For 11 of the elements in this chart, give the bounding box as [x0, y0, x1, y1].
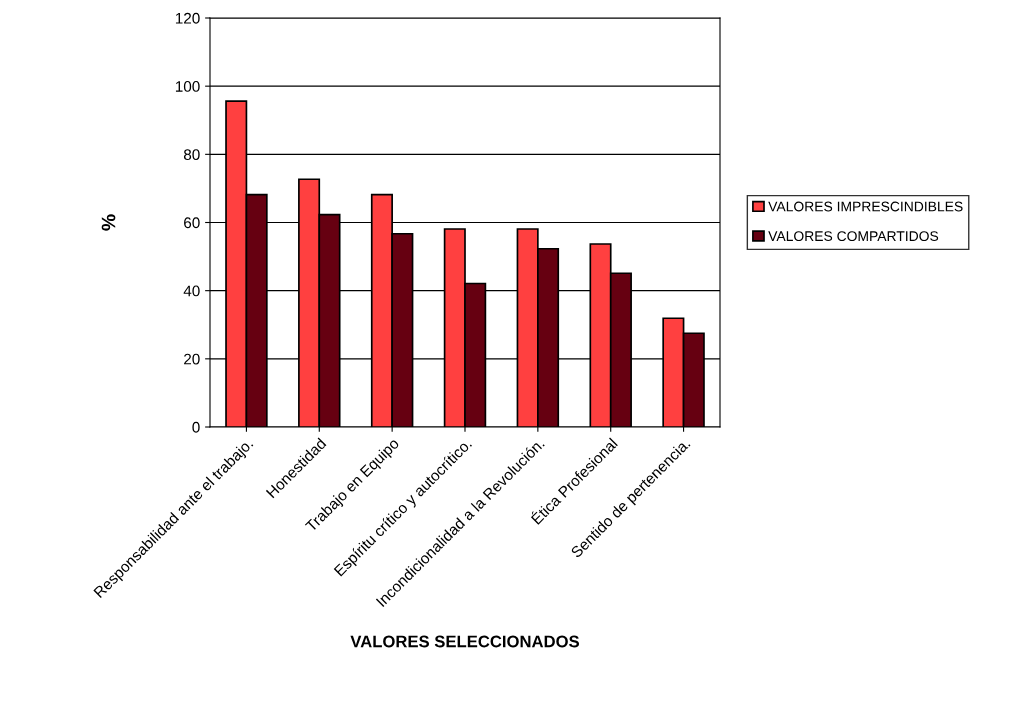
- y-tick-label: 60: [184, 217, 200, 229]
- x-axis-title: VALORES SELECCIONADOS: [350, 635, 580, 648]
- y-tick-label: 20: [184, 353, 200, 365]
- y-tick-label: 120: [175, 12, 200, 24]
- y-tick-label: 80: [183, 149, 200, 161]
- legend-label: VALORES COMPARTIDOS: [768, 231, 939, 242]
- y-axis-title: %: [101, 214, 116, 231]
- y-tick-label: 100: [175, 81, 200, 92]
- y-tick-label: 0: [192, 421, 200, 433]
- legend-label: VALORES IMPRESCINDIBLES: [768, 201, 963, 212]
- y-tick-label: 40: [183, 285, 200, 297]
